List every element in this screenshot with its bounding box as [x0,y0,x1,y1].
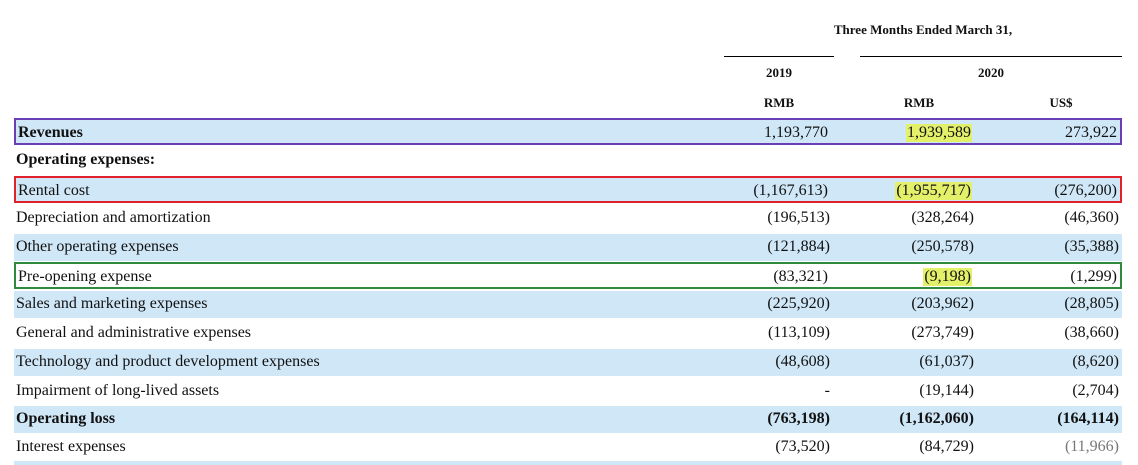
header-rule-2020 [860,56,1122,57]
value-rmb-2019: (763,198) [767,410,830,427]
value-rmb-2020: (9,198) [923,268,972,286]
table-row-operating-loss: Operating loss (763,198) (1,162,060) (16… [14,406,1122,433]
year-2019-header: 2019 [766,65,792,80]
value-usd-2020: (35,388) [1064,238,1119,255]
value-rmb-2020: (273,749) [911,324,974,341]
value-rmb-2019: (225,920) [767,295,830,312]
row-label: Interest expenses [16,438,126,455]
value-usd-2020: (164,114) [1057,410,1119,427]
table-row-other-operating-expenses: Other operating expenses (121,884) (250,… [14,234,1122,261]
row-label: Other operating expenses [16,238,179,255]
value-rmb-2020: (1,955,717) [895,182,972,200]
value-rmb-2019: (1,167,613) [753,182,828,199]
table-row-impairment: Impairment of long-lived assets - (19,14… [14,378,1122,405]
table-row-partial [14,461,1122,465]
header-rule-2019 [724,56,834,57]
value-usd-2020: (2,704) [1072,382,1119,399]
row-label: Sales and marketing expenses [16,295,208,312]
currency-usd-2020: US$ [1049,95,1073,110]
period-header: Three Months Ended March 31, [833,22,1013,37]
value-usd-2020: 273,922 [1065,124,1117,141]
table-row-depreciation: Depreciation and amortization (196,513) … [14,205,1122,232]
row-label: Operating expenses: [16,151,156,168]
value-rmb-2019: (196,513) [767,209,830,226]
value-rmb-2019: (83,321) [773,268,828,285]
value-rmb-2019: (48,608) [775,353,830,370]
value-rmb-2020: (61,037) [919,353,974,370]
currency-rmb-2019: RMB [763,95,795,110]
row-label: Impairment of long-lived assets [16,382,220,399]
value-rmb-2020: (250,578) [911,238,974,255]
value-usd-2020: (28,805) [1064,295,1119,312]
value-usd-2020: (1,299) [1070,268,1117,285]
row-label: General and administrative expenses [16,324,252,341]
row-label: Technology and product development expen… [16,353,320,370]
table-row-pre-opening-expense: Pre-opening expense (83,321) (9,198) (1,… [14,262,1122,289]
value-rmb-2019: 1,193,770 [764,124,828,141]
currency-rmb-2020: RMB [903,95,935,110]
year-2020-header: 2020 [978,65,1004,80]
row-label: Revenues [18,124,83,141]
table-row-operating-expenses-heading: Operating expenses: [14,147,1122,174]
value-rmb-2019: - [824,382,830,399]
value-rmb-2020: (1,162,060) [899,410,974,427]
table-row-sales-marketing: Sales and marketing expenses (225,920) (… [14,291,1122,318]
table-row-rental-cost: Rental cost (1,167,613) (1,955,717) (276… [14,176,1122,203]
value-rmb-2019: (73,520) [775,438,830,455]
value-rmb-2020: (84,729) [919,438,974,455]
value-usd-2020: (276,200) [1054,182,1117,199]
table-row-interest-expenses: Interest expenses (73,520) (84,729) (11,… [14,434,1122,461]
value-usd-2020: (46,360) [1064,209,1119,226]
value-rmb-2020: (203,962) [911,295,974,312]
value-rmb-2020: (19,144) [919,382,974,399]
value-usd-2020: (11,966) [1064,438,1119,455]
value-rmb-2020: (328,264) [911,209,974,226]
value-usd-2020: (8,620) [1072,353,1119,370]
row-label: Pre-opening expense [18,268,152,285]
table-row-general-administrative: General and administrative expenses (113… [14,320,1122,347]
row-label: Depreciation and amortization [16,209,211,226]
value-rmb-2019: (121,884) [767,238,830,255]
table-row-revenues: Revenues 1,193,770 1,939,589 273,922 [14,118,1122,145]
value-rmb-2020: 1,939,589 [906,124,972,142]
row-label: Rental cost [18,182,90,199]
value-rmb-2019: (113,109) [767,324,830,341]
value-usd-2020: (38,660) [1064,324,1119,341]
table-row-technology-development: Technology and product development expen… [14,349,1122,376]
row-label: Operating loss [16,410,116,427]
